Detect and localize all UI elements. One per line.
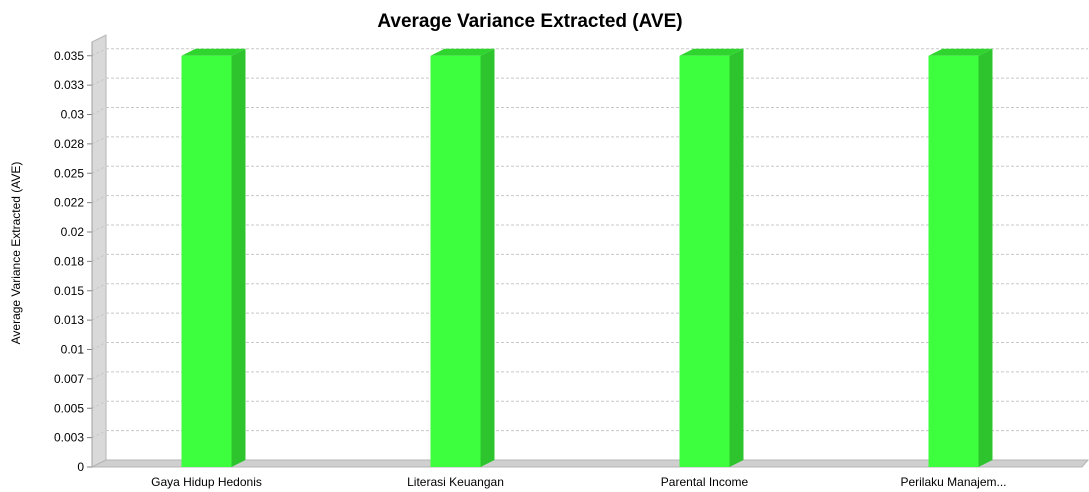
x-axis-ticks: Gaya Hidup Hedonis Literasi Keuangan Paren… — [151, 475, 1006, 489]
bar-top — [679, 48, 744, 56]
bar-side — [978, 48, 993, 467]
gridline-wall — [91, 77, 107, 86]
y-tick-label: 0.007 — [54, 372, 84, 386]
y-tick-label: 0.035 — [54, 49, 84, 63]
y-tick-label: 0.003 — [54, 431, 84, 445]
y-tick-label: 0.013 — [54, 313, 84, 327]
y-tick-label: 0.025 — [54, 166, 84, 180]
gridline-wall — [91, 165, 107, 174]
floor — [91, 459, 1089, 468]
bar — [679, 48, 744, 467]
gridline-wall — [91, 430, 107, 439]
bar — [928, 48, 993, 467]
bar-top — [430, 48, 495, 56]
bar-front — [928, 55, 979, 467]
bar — [181, 48, 246, 467]
y-tick-label: 0.018 — [54, 254, 84, 268]
y-tick-label: 0.02 — [61, 225, 85, 239]
bar-front — [181, 55, 232, 467]
x-tick-label: Perilaku Manajem... — [900, 475, 1006, 489]
gridline-wall — [91, 312, 107, 321]
gridline-wall — [91, 136, 107, 145]
gridline-wall — [91, 107, 107, 115]
chart-title: Average Variance Extracted (AVE) — [377, 11, 682, 32]
bar-front — [679, 55, 730, 467]
y-axis-label: Average Variance Extracted (AVE) — [9, 162, 23, 345]
bar-side — [231, 48, 246, 467]
y-tick-label: 0.01 — [61, 343, 85, 357]
bars — [181, 48, 993, 467]
x-tick-label: Gaya Hidup Hedonis — [151, 475, 262, 489]
gridline-wall — [91, 342, 107, 350]
y-axis-ticks: 0 0.003 0.005 0.007 0.01 0.013 0.015 0.018 0.02 0… — [54, 42, 93, 474]
left-wall — [91, 34, 107, 468]
bar-side — [480, 48, 495, 467]
y-tick-label: 0.015 — [54, 284, 84, 298]
y-tick-label: 0.022 — [54, 196, 84, 210]
y-tick-label: 0.028 — [54, 137, 84, 151]
y-tick-label: 0.005 — [54, 401, 84, 415]
y-tick-label: 0 — [77, 460, 84, 474]
gridline-wall — [91, 371, 107, 380]
bar-front — [430, 55, 481, 467]
bar-top — [928, 48, 993, 56]
gridline-wall — [91, 283, 107, 292]
plot-area — [91, 34, 1089, 468]
gridline-wall — [91, 48, 107, 57]
x-tick-label: Parental Income — [661, 475, 749, 489]
gridline-wall — [91, 400, 107, 409]
plot-background — [106, 35, 1088, 460]
gridline-wall — [91, 224, 107, 233]
bar-top — [181, 48, 246, 56]
gridline-wall — [91, 195, 107, 204]
bar-side — [729, 48, 744, 467]
y-tick-label: 0.033 — [54, 78, 84, 92]
gridline-wall — [91, 253, 107, 262]
x-tick-label: Literasi Keuangan — [407, 475, 504, 489]
y-tick-label: 0.03 — [61, 108, 85, 122]
bar — [430, 48, 495, 467]
